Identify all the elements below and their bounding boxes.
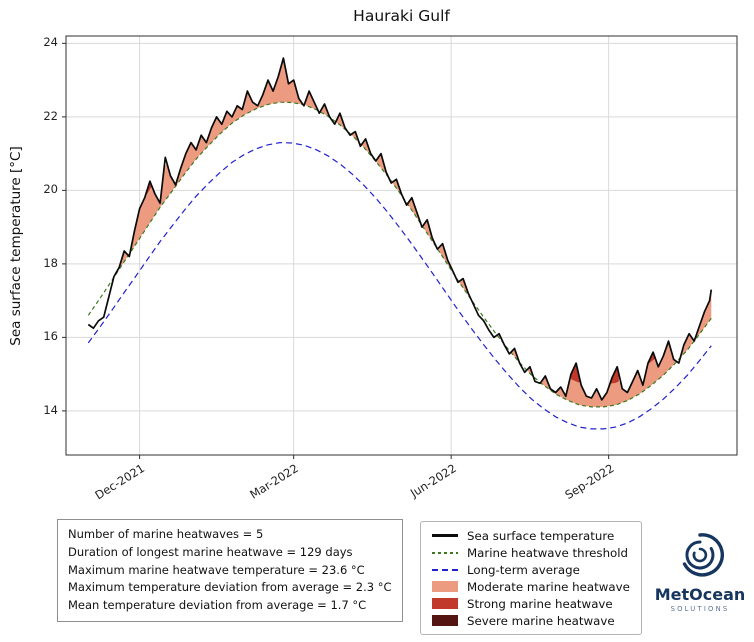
legend-line-swatch xyxy=(432,568,458,571)
legend-patch-swatch xyxy=(432,581,458,592)
legend-label: Severe marine heatwave xyxy=(467,613,615,628)
legend-entry: Long-term average xyxy=(432,561,630,578)
logo-name: MetOcean xyxy=(654,585,746,604)
logo-subtitle: SOLUTIONS xyxy=(670,605,730,613)
legend-label: Long-term average xyxy=(467,562,580,577)
y-tick-label: 16 xyxy=(43,329,58,344)
legend-entry: Moderate marine heatwave xyxy=(432,578,630,595)
y-tick-label: 18 xyxy=(43,255,58,270)
legend-label: Marine heatwave threshold xyxy=(467,545,629,560)
stat-line: Duration of longest marine heatwave = 12… xyxy=(68,544,353,559)
legend-label: Strong marine heatwave xyxy=(467,596,613,611)
stat-line: Maximum temperature deviation from avera… xyxy=(68,580,392,595)
metocean-swirl-icon xyxy=(682,533,724,577)
legend-entry: Strong marine heatwave xyxy=(432,595,630,612)
legend-label: Moderate marine heatwave xyxy=(467,579,630,594)
stat-line: Maximum marine heatwave temperature = 23… xyxy=(68,562,365,577)
legend-line-swatch xyxy=(432,534,458,537)
stats-box: Number of marine heatwaves = 5 Duration o… xyxy=(57,519,403,623)
legend: Sea surface temperature Marine heatwave t… xyxy=(420,521,642,635)
y-axis-label: Sea surface temperature [°C] xyxy=(8,146,24,346)
legend-patch-swatch xyxy=(432,615,458,626)
legend-patch-swatch xyxy=(432,598,458,609)
y-tick-label: 22 xyxy=(43,108,58,123)
y-tick-label: 14 xyxy=(43,402,58,417)
chart-title: Hauraki Gulf xyxy=(353,7,450,25)
y-tick-label: 24 xyxy=(43,35,58,50)
y-tick-label: 20 xyxy=(43,182,58,197)
metocean-logo: MetOcean SOLUTIONS xyxy=(650,531,750,613)
stat-line: Number of marine heatwaves = 5 xyxy=(68,527,264,541)
legend-entry: Marine heatwave threshold xyxy=(432,544,630,561)
stat-line: Mean temperature deviation from average … xyxy=(68,598,367,613)
legend-line-swatch xyxy=(432,551,458,554)
legend-label: Sea surface temperature xyxy=(467,528,615,543)
legend-entry: Sea surface temperature xyxy=(432,527,630,544)
legend-entry: Severe marine heatwave xyxy=(432,612,630,629)
